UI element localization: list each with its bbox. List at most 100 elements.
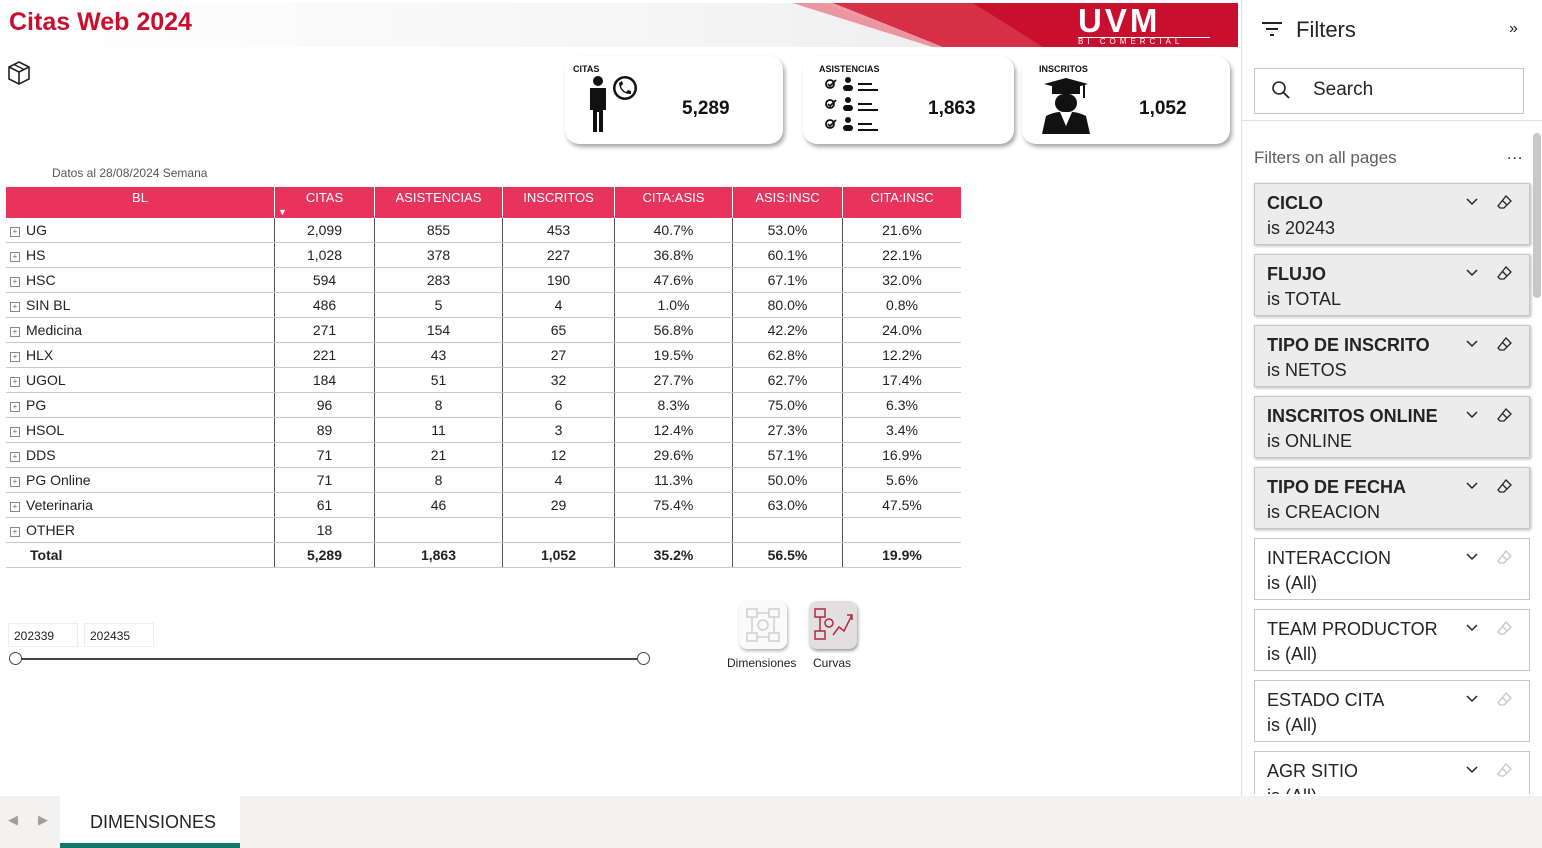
table-row[interactable]: + HLX 221 43 27 19.5% 62.8% 12.2% — [6, 342, 961, 368]
tab-dimensiones[interactable] — [60, 796, 240, 848]
filter-name: AGR SITIO — [1267, 761, 1359, 781]
table-row[interactable]: + UG 2,099 855 453 40.7% 53.0% 21.6% — [6, 218, 961, 243]
table-cell: 24.0% — [842, 317, 961, 343]
clear-filter-icon[interactable] — [1497, 691, 1513, 707]
filter-card[interactable]: TIPO DE FECHA is CREACION — [1254, 467, 1530, 529]
expand-icon[interactable]: + — [10, 352, 20, 362]
column-header-cita-insc[interactable]: CITA:INSC — [842, 187, 961, 218]
table-cell: 1.0% — [614, 292, 733, 318]
column-header-citas[interactable]: CITAS ▼ — [274, 187, 375, 218]
dimensiones-button[interactable] — [739, 601, 787, 649]
filter-card[interactable]: FLUJO is TOTAL — [1254, 254, 1530, 316]
table-row[interactable]: + HSC 594 283 190 47.6% 67.1% 32.0% — [6, 267, 961, 293]
table-row[interactable]: + SIN BL 486 5 4 1.0% 80.0% 0.8% — [6, 292, 961, 318]
table-cell: 47.6% — [614, 267, 733, 293]
column-header-label: CITAS — [305, 190, 344, 205]
table-row[interactable]: + OTHER 18 — [6, 517, 961, 543]
filter-search-input[interactable] — [1254, 68, 1524, 114]
table-cell: 21 — [374, 442, 503, 468]
table-cell: 1,052 — [502, 542, 615, 568]
slicer-end-handle[interactable] — [637, 652, 650, 665]
chevron-down-icon[interactable] — [1465, 549, 1479, 563]
table-cell — [374, 517, 503, 543]
table-cell: 53.0% — [732, 218, 843, 243]
clear-filter-icon[interactable] — [1497, 336, 1513, 352]
clear-filter-icon[interactable] — [1497, 478, 1513, 494]
chevron-down-icon[interactable] — [1465, 194, 1479, 208]
clear-filter-icon[interactable] — [1497, 194, 1513, 210]
flow-diagram-icon — [746, 608, 780, 642]
filter-value: is (All) — [1267, 573, 1317, 593]
expand-icon[interactable]: + — [10, 227, 20, 237]
checklist-people-icon — [825, 77, 878, 131]
graduate-icon — [1042, 78, 1090, 134]
table-cell: 80.0% — [732, 292, 843, 318]
table-row[interactable]: + DDS 71 21 12 29.6% 57.1% 16.9% — [6, 442, 961, 468]
expand-icon[interactable]: + — [10, 527, 20, 537]
more-options-icon[interactable]: ... — [1507, 146, 1524, 163]
table-cell: 36.8% — [614, 242, 733, 268]
filter-card[interactable]: ESTADO CITA is (All) — [1254, 680, 1530, 742]
table-total-row[interactable]: Total 5,289 1,863 1,052 35.2% 56.5% 19.9% — [6, 542, 961, 568]
column-header-asis-insc[interactable]: ASIS:INSC — [732, 187, 843, 218]
chevron-down-icon[interactable] — [1465, 691, 1479, 705]
filter-card[interactable]: CICLO is 20243 — [1254, 183, 1530, 245]
filter-card[interactable]: INTERACCION is (All) — [1254, 538, 1530, 600]
filter-card[interactable]: AGR SITIO is (All) — [1254, 751, 1530, 794]
chevron-down-icon[interactable] — [1465, 407, 1479, 421]
chevron-down-icon[interactable] — [1465, 762, 1479, 776]
column-header-bl[interactable]: BL — [6, 187, 275, 218]
clear-filter-icon[interactable] — [1497, 620, 1513, 636]
column-header-cita-asis[interactable]: CITA:ASIS — [614, 187, 733, 218]
table-cell: 29 — [502, 492, 615, 518]
filter-card[interactable]: TIPO DE INSCRITO is NETOS — [1254, 325, 1530, 387]
tab-prev-icon[interactable]: ◀ — [8, 812, 18, 827]
chevron-down-icon[interactable] — [1465, 478, 1479, 492]
filter-card[interactable]: TEAM PRODUCTOR is (All) — [1254, 609, 1530, 671]
curvas-button[interactable] — [809, 601, 857, 649]
clear-filter-icon[interactable] — [1497, 762, 1513, 778]
expand-icon[interactable]: + — [10, 302, 20, 312]
table-row[interactable]: + PG Online 71 8 4 11.3% 50.0% 5.6% — [6, 467, 961, 493]
table-row[interactable]: + Veterinaria 61 46 29 75.4% 63.0% 47.5% — [6, 492, 961, 518]
table-cell: 67.1% — [732, 267, 843, 293]
column-header-inscritos[interactable]: INSCRITOS — [502, 187, 615, 218]
expand-icon[interactable]: + — [10, 452, 20, 462]
table-row[interactable]: + Medicina 271 154 65 56.8% 42.2% 24.0% — [6, 317, 961, 343]
expand-icon[interactable]: + — [10, 502, 20, 512]
chevron-down-icon[interactable] — [1465, 336, 1479, 350]
chevron-down-icon[interactable] — [1465, 620, 1479, 634]
collapse-pane-icon[interactable]: » — [1509, 20, 1518, 37]
kpi-card-citas: CITAS 5,289 — [565, 56, 783, 144]
chevron-down-icon[interactable] — [1465, 265, 1479, 279]
expand-icon[interactable]: + — [10, 327, 20, 337]
table-row[interactable]: + PG 96 8 6 8.3% 75.0% 6.3% — [6, 392, 961, 418]
expand-icon[interactable]: + — [10, 252, 20, 262]
slicer-start-input[interactable]: 202339 — [8, 623, 78, 647]
filter-search-placeholder: Search — [1313, 79, 1374, 100]
slicer-end-input[interactable]: 202435 — [84, 623, 154, 647]
filter-pane-scrollbar[interactable] — [1533, 133, 1541, 298]
3d-cube-icon[interactable] — [6, 60, 32, 86]
expand-icon[interactable]: + — [10, 402, 20, 412]
filter-value: is (All) — [1267, 786, 1317, 794]
clear-filter-icon[interactable] — [1497, 265, 1513, 281]
filter-card[interactable]: INSCRITOS ONLINE is ONLINE — [1254, 396, 1530, 458]
slicer-start-handle[interactable] — [9, 652, 22, 665]
expand-icon[interactable]: + — [10, 277, 20, 287]
expand-icon[interactable]: + — [10, 427, 20, 437]
table-row[interactable]: + HSOL 89 11 3 12.4% 27.3% 3.4% — [6, 417, 961, 443]
expand-icon[interactable]: + — [10, 377, 20, 387]
table-row[interactable]: + HS 1,028 378 227 36.8% 60.1% 22.1% — [6, 242, 961, 268]
tab-next-icon[interactable]: ▶ — [38, 812, 48, 827]
filter-name: INTERACCION — [1267, 548, 1392, 568]
row-label-cell: + HS — [6, 242, 275, 268]
clear-filter-icon[interactable] — [1497, 407, 1513, 423]
slicer-track[interactable] — [15, 658, 643, 660]
kpi-value: 1,052 — [1139, 98, 1187, 119]
column-header-asistencias[interactable]: ASISTENCIAS — [374, 187, 503, 218]
table-cell: 56.5% — [732, 542, 843, 568]
expand-icon[interactable]: + — [10, 477, 20, 487]
table-row[interactable]: + UGOL 184 51 32 27.7% 62.7% 17.4% — [6, 367, 961, 393]
clear-filter-icon[interactable] — [1497, 549, 1513, 565]
